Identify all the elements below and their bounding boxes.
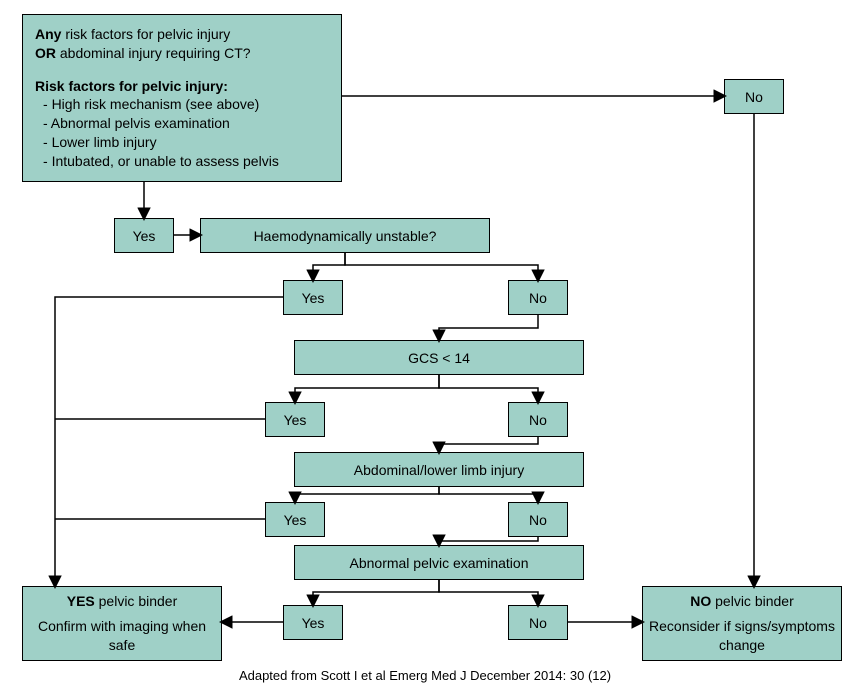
abnormal-node: Abnormal pelvic examination [294,545,584,580]
abdo-yes-node: Yes [265,502,325,537]
gcs-yes-node: Yes [265,402,325,437]
start-line2: OR abdominal injury requiring CT? [35,44,251,63]
no-binder-node: NO pelvic binder Reconsider if signs/sym… [642,586,842,661]
abdo-no-node: No [508,502,568,537]
haemo-no-node: No [508,280,568,315]
start-line1: Any risk factors for pelvic injury [35,25,230,44]
yes-binder-node: YES pelvic binder Confirm with imaging w… [22,586,222,661]
citation-text: Adapted from Scott I et al Emerg Med J D… [0,668,850,683]
abn-no-node: No [508,605,568,640]
abn-yes-node: Yes [283,605,343,640]
no-top-node: No [724,79,784,114]
start-heading: Risk factors for pelvic injury: [35,77,228,96]
start-node: Any risk factors for pelvic injury OR ab… [22,14,342,182]
haemo-node: Haemodynamically unstable? [200,218,490,253]
gcs-no-node: No [508,402,568,437]
start-bullets: High risk mechanism (see above) Abnormal… [35,95,279,171]
yes-start-node: Yes [114,218,174,253]
gcs-node: GCS < 14 [294,340,584,375]
abdo-node: Abdominal/lower limb injury [294,452,584,487]
haemo-yes-node: Yes [283,280,343,315]
